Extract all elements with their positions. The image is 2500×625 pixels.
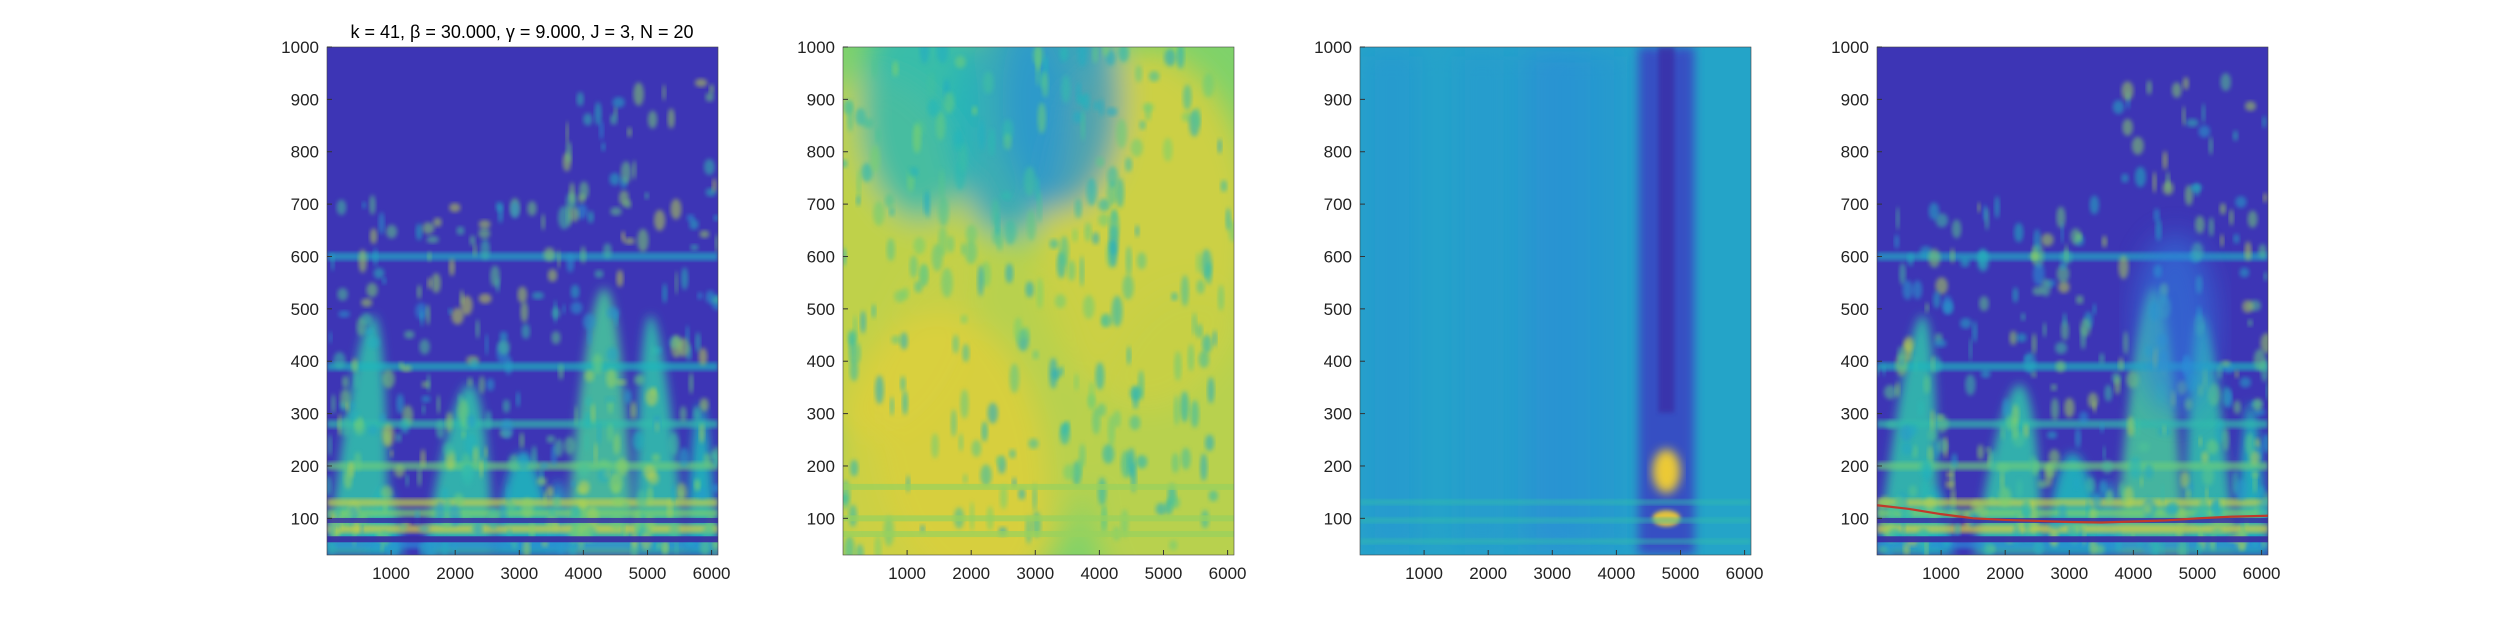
x-tick-label: 4000: [564, 564, 602, 583]
x-tick-label: 4000: [1597, 564, 1635, 583]
y-tick-label: 100: [1841, 509, 1869, 528]
x-tick-label: 6000: [693, 564, 731, 583]
x-tick-label: 2000: [1986, 564, 2024, 583]
x-tick-label: 2000: [1469, 564, 1507, 583]
y-tick-label: 200: [1841, 457, 1869, 476]
x-tick-label: 1000: [372, 564, 410, 583]
y-tick-label: 400: [807, 352, 835, 371]
y-tick-label: 900: [1324, 90, 1352, 109]
heatmap-3: [1359, 46, 1752, 556]
y-tick-label: 600: [291, 247, 319, 266]
y-tick-label: 600: [807, 247, 835, 266]
y-tick-label: 500: [1324, 300, 1352, 319]
y-axis-3: 100 200 300 400 500 600 700 800 900 1000: [1314, 38, 1365, 528]
x-tick-label: 4000: [2114, 564, 2152, 583]
y-tick-label: 600: [1841, 247, 1869, 266]
y-tick-label: 300: [1841, 405, 1869, 424]
x-axis-3: 1000 2000 3000 4000 5000 6000: [1405, 550, 1764, 583]
heatmap-4: [1876, 46, 2269, 556]
y-tick-label: 700: [291, 195, 319, 214]
y-tick-label: 100: [1324, 509, 1352, 528]
plot-frame: [1359, 46, 1752, 556]
y-tick-label: 400: [291, 352, 319, 371]
y-tick-label: 800: [291, 143, 319, 162]
x-tick-label: 5000: [629, 564, 667, 583]
x-tick-label: 6000: [1209, 564, 1247, 583]
panel-3: 1000 2000 3000 4000 5000 6000 100 200 300 400 500…: [1314, 38, 1763, 583]
y-tick-label: 500: [807, 300, 835, 319]
panel-2: 1000 2000 3000 4000 5000 6000 100 200 300 400 500…: [797, 38, 1247, 583]
x-tick-label: 3000: [1533, 564, 1571, 583]
y-tick-label: 800: [1841, 143, 1869, 162]
y-tick-label: 100: [807, 509, 835, 528]
panel-1: 1000 2000 3000 4000 5000 6000 100 200 300 400 500…: [281, 38, 730, 583]
y-axis-2: 100 200 300 400 500 600 700 800 900 1000: [797, 38, 848, 528]
y-axis-4: 100 200 300 400 500 600 700 800 900 1000: [1831, 38, 1882, 528]
x-tick-label: 4000: [1080, 564, 1118, 583]
y-tick-label: 700: [807, 195, 835, 214]
x-tick-label: 3000: [1016, 564, 1054, 583]
plot-frame: [326, 46, 719, 556]
y-tick-label: 1000: [1314, 38, 1352, 57]
y-tick-label: 500: [291, 300, 319, 319]
y-tick-label: 900: [291, 90, 319, 109]
x-tick-label: 2000: [436, 564, 474, 583]
x-tick-label: 3000: [2050, 564, 2088, 583]
y-tick-label: 700: [1841, 195, 1869, 214]
y-tick-label: 800: [1324, 143, 1352, 162]
y-tick-label: 300: [291, 405, 319, 424]
x-tick-label: 5000: [1662, 564, 1700, 583]
plot-frame: [842, 46, 1235, 556]
x-tick-label: 6000: [1726, 564, 1764, 583]
x-axis-2: 1000 2000 3000 4000 5000 6000: [888, 550, 1247, 583]
y-tick-label: 1000: [797, 38, 835, 57]
x-tick-label: 1000: [1922, 564, 1960, 583]
y-tick-label: 200: [1324, 457, 1352, 476]
y-tick-label: 300: [807, 405, 835, 424]
y-tick-label: 1000: [1831, 38, 1869, 57]
ridge-line: [1877, 504, 2268, 524]
plot-frame: [1876, 46, 2269, 556]
x-axis-4: 1000 2000 3000 4000 5000 6000: [1922, 550, 2281, 583]
x-tick-label: 3000: [500, 564, 538, 583]
y-tick-label: 200: [291, 457, 319, 476]
x-tick-label: 1000: [888, 564, 926, 583]
x-tick-label: 6000: [2243, 564, 2281, 583]
chart-title: k = 41, β = 30.000, γ = 9.000, J = 3, N …: [350, 22, 693, 42]
y-tick-label: 900: [1841, 90, 1869, 109]
y-tick-label: 700: [1324, 195, 1352, 214]
y-tick-label: 300: [1324, 405, 1352, 424]
y-tick-label: 1000: [281, 38, 319, 57]
x-tick-label: 2000: [952, 564, 990, 583]
heatmap-1: [326, 46, 719, 556]
y-axis-1: 100 200 300 400 500 600 700 800 900 1000: [281, 38, 332, 528]
y-tick-label: 400: [1841, 352, 1869, 371]
x-tick-label: 5000: [2179, 564, 2217, 583]
x-axis-1: 1000 2000 3000 4000 5000 6000: [372, 550, 731, 583]
y-tick-label: 900: [807, 90, 835, 109]
x-tick-label: 1000: [1405, 564, 1443, 583]
x-tick-label: 5000: [1145, 564, 1183, 583]
y-tick-label: 600: [1324, 247, 1352, 266]
y-tick-label: 500: [1841, 300, 1869, 319]
panel-4: 1000 2000 3000 4000 5000 6000 100 200 300 400 500…: [1831, 38, 2280, 583]
y-tick-label: 200: [807, 457, 835, 476]
heatmap-2: [842, 46, 1235, 556]
y-tick-label: 800: [807, 143, 835, 162]
y-tick-label: 100: [291, 509, 319, 528]
y-tick-label: 400: [1324, 352, 1352, 371]
